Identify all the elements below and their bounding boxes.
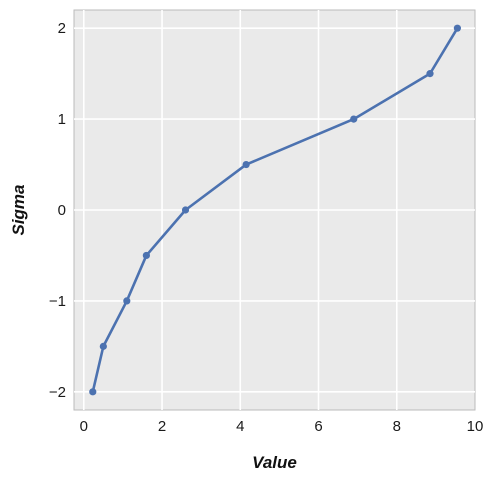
x-tick-label: 6 xyxy=(314,418,322,435)
data-point xyxy=(453,24,461,32)
x-tick-label: 10 xyxy=(467,418,484,435)
x-axis-title: Value xyxy=(252,453,297,472)
data-point xyxy=(99,342,107,350)
series xyxy=(89,24,461,396)
y-tick-label: 1 xyxy=(58,111,66,128)
data-point xyxy=(142,251,150,260)
data-point xyxy=(426,70,434,78)
data-point xyxy=(350,115,358,123)
data-point xyxy=(89,388,97,396)
x-tick-label: 4 xyxy=(236,418,244,435)
x-tick-label: 0 xyxy=(80,418,88,435)
y-tick-label: −2 xyxy=(49,384,66,401)
x-tick-label: 2 xyxy=(158,418,166,435)
y-axis-title: Sigma xyxy=(9,184,28,235)
grid xyxy=(74,10,475,410)
x-tick-label: 8 xyxy=(393,418,401,435)
data-point xyxy=(242,160,250,169)
tick-labels: 0 2 4 6 8 10 −2 −1 0 1 2 xyxy=(49,20,483,435)
y-tick-label: 0 xyxy=(58,202,66,219)
y-tick-label: −1 xyxy=(49,293,66,310)
data-point xyxy=(123,297,131,305)
y-tick-label: 2 xyxy=(58,20,66,37)
data-point xyxy=(181,206,190,214)
